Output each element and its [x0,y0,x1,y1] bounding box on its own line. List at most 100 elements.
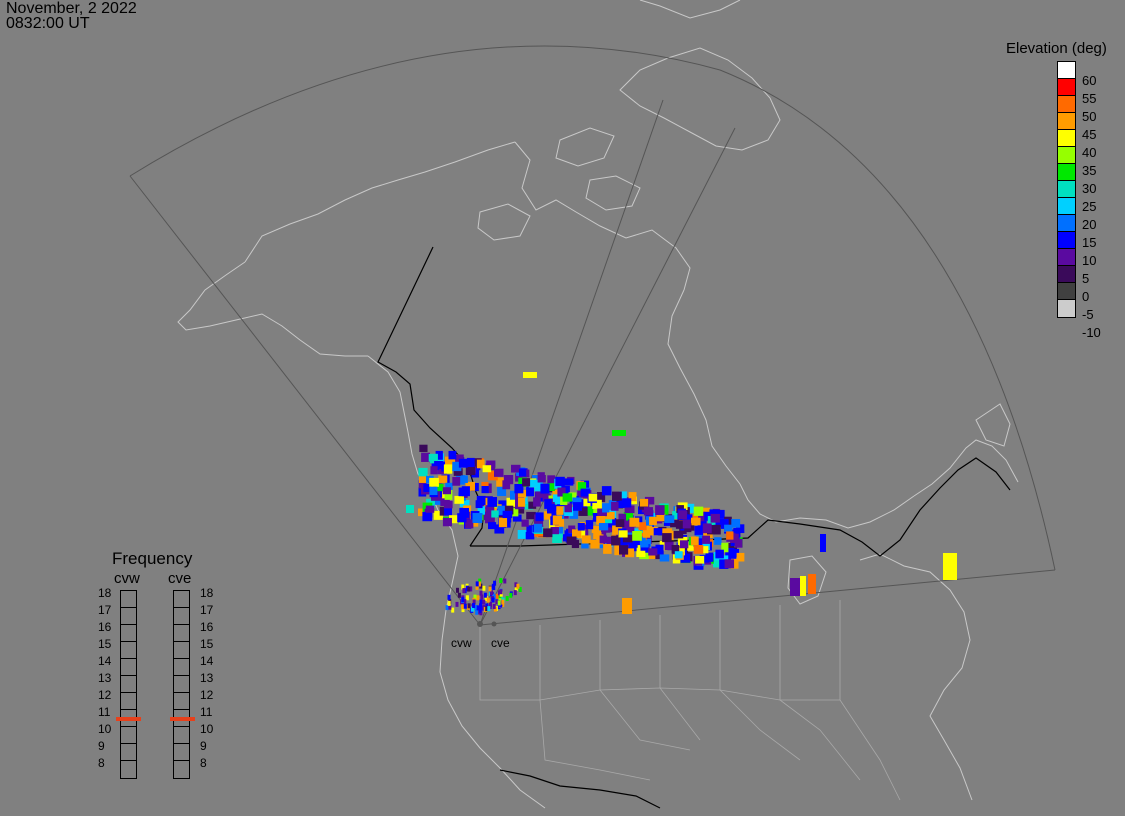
echo-cell [700,540,710,550]
echo-cell [438,475,448,484]
echo-cell [485,606,489,612]
elevation-legend-title: Elevation (deg) [1006,40,1107,57]
echo-cell [497,505,505,515]
echo-cell [445,456,454,467]
echo-cell [622,534,633,543]
echo-cell [526,525,536,533]
legend-label: 0 [1082,289,1090,304]
echo-cell [406,505,414,513]
echo-cell [943,553,957,580]
echo-cell [671,545,680,554]
legend-label: 15 [1082,235,1097,250]
frequency-cell [174,625,189,642]
echo-cell [475,500,483,509]
echo-cell [585,520,594,530]
echo-cell [435,450,443,460]
echo-cell [497,486,507,497]
frequency-tick-label: 11 [98,705,111,719]
frequency-cell [121,642,136,659]
echo-cell [552,534,562,543]
echo-cell [640,540,649,548]
frequency-cell [174,727,189,744]
echo-cell [475,584,479,590]
echo-cell [674,551,683,559]
echo-cell [491,597,495,603]
echo-cell [540,483,550,494]
frequency-tick-label: 15 [98,637,112,651]
echo-cell [459,508,470,518]
echo-cell [619,491,627,499]
echo-cell [489,601,492,607]
echo-cell [808,574,816,594]
echo-cell [460,475,468,484]
frequency-tick-label: 10 [200,722,214,736]
legend-swatch [1058,300,1075,317]
echo-cell [451,607,455,613]
echo-cell [514,586,518,591]
echo-cell [476,595,480,601]
echo-cell [662,528,673,538]
echo-cell [698,511,706,522]
echo-cell [800,576,806,596]
echo-cell [494,468,504,477]
echo-cell [476,459,485,469]
site-label-cve: cve [491,636,510,650]
echo-cell [473,594,477,600]
echo-cell [455,475,465,485]
echo-cell [572,529,582,538]
echo-cell [519,468,527,477]
echo-cell [461,597,465,603]
echo-cell [465,481,475,491]
echo-cell [564,503,572,513]
echo-cell [483,592,487,598]
frequency-tick-label: 10 [98,722,112,736]
echo-cell [517,490,527,498]
echo-cell [547,475,556,485]
echo-cell [612,491,622,501]
echo-cell [644,523,653,533]
echo-cell [724,524,733,532]
echo-cell [533,497,541,507]
legend-label: 25 [1082,199,1097,214]
echo-cell [678,510,687,520]
cvw-header: cvw [114,570,140,587]
echo-cell [728,543,738,551]
echo-cell [614,545,624,556]
echo-cell [501,599,505,605]
echo-cell [590,539,600,549]
echo-cell [599,535,608,544]
echo-cell [443,464,453,474]
echo-cell [713,524,721,535]
echo-cell [483,511,493,521]
echo-cell [472,513,483,523]
echo-cell [513,590,517,596]
frequency-cell [121,591,136,608]
echo-cell [602,503,610,513]
echo-cell [544,511,552,520]
echo-cell [461,584,465,590]
echo-cell [572,497,582,505]
state-lines [479,600,901,801]
echo-cell [492,604,496,609]
echo-cell [664,515,675,523]
echo-cell [562,493,573,502]
echo-cell [659,554,670,562]
echo-cell [484,596,488,602]
echo-cell [488,586,492,592]
cve-site-marker [491,621,497,627]
echo-cell [515,505,525,514]
echo-cell [684,514,693,524]
echo-cell [628,492,637,502]
echo-cell [618,513,627,522]
echo-cell [422,511,433,522]
frequency-tick-label: 15 [200,637,214,651]
echo-cell [820,534,826,552]
frequency-cell [121,659,136,676]
site-label-cvw: cvw [451,636,472,650]
legend-swatch [1058,130,1075,147]
echo-cell [581,539,589,549]
cve-frequency-marker [170,716,195,721]
echo-cell [469,586,473,592]
cvw-frequency-bar [120,590,137,779]
echo-cell [564,478,574,486]
